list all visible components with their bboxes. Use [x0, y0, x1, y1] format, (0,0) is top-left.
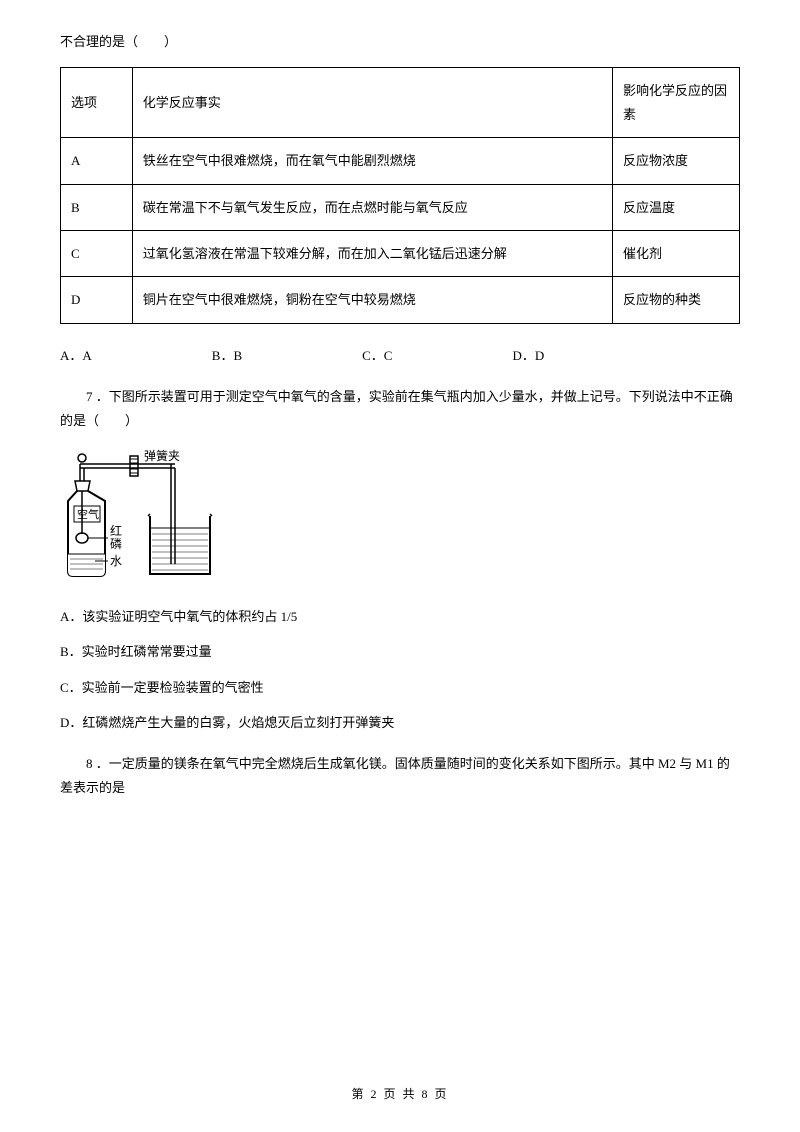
cell-a3: 反应物浓度	[613, 138, 740, 184]
table-row: D 铜片在空气中很难燃烧，铜粉在空气中较易燃烧 反应物的种类	[61, 277, 740, 323]
table-row: B 碳在常温下不与氧气发生反应，而在点燃时能与氧气反应 反应温度	[61, 184, 740, 230]
cell-d3: 反应物的种类	[613, 277, 740, 323]
cell-b3: 反应温度	[613, 184, 740, 230]
table-row: A 铁丝在空气中很难燃烧，而在氧气中能剧烈燃烧 反应物浓度	[61, 138, 740, 184]
q6-option-a: A．A	[60, 344, 92, 367]
cell-b1: B	[61, 184, 133, 230]
cell-d2: 铜片在空气中很难燃烧，铜粉在空气中较易燃烧	[132, 277, 612, 323]
cell-d1: D	[61, 277, 133, 323]
label-red: 红	[110, 523, 122, 538]
q8-text: 8 ．一定质量的镁条在氧气中完全燃烧后生成氧化镁。固体质量随时间的变化关系如下图…	[60, 752, 740, 799]
cell-c1: C	[61, 230, 133, 276]
header-col1: 选项	[61, 68, 133, 138]
cell-a2: 铁丝在空气中很难燃烧，而在氧气中能剧烈燃烧	[132, 138, 612, 184]
label-clip: 弹簧夹	[144, 448, 180, 463]
q7-text: 7 ．下图所示装置可用于测定空气中氧气的含量，实验前在集气瓶内加入少量水，并做上…	[60, 385, 740, 432]
q7-option-d: D．红磷燃烧产生大量的白雾，火焰熄灭后立刻打开弹簧夹	[60, 711, 740, 734]
cell-a1: A	[61, 138, 133, 184]
label-air: 空气	[77, 507, 99, 521]
q7-option-a: A．该实验证明空气中氧气的体积约占 1/5	[60, 605, 740, 628]
table-header-row: 选项 化学反应事实 影响化学反应的因素	[61, 68, 740, 138]
label-water: 水	[110, 554, 122, 568]
header-col3: 影响化学反应的因素	[613, 68, 740, 138]
cell-b2: 碳在常温下不与氧气发生反应，而在点燃时能与氧气反应	[132, 184, 612, 230]
cell-c3: 催化剂	[613, 230, 740, 276]
table-row: C 过氧化氢溶液在常温下较难分解，而在加入二氧化锰后迅速分解 催化剂	[61, 230, 740, 276]
cell-c2: 过氧化氢溶液在常温下较难分解，而在加入二氧化锰后迅速分解	[132, 230, 612, 276]
q7-option-c: C．实验前一定要检验装置的气密性	[60, 676, 740, 699]
intro-text: 不合理的是（ ）	[60, 30, 740, 53]
header-col2: 化学反应事实	[132, 68, 612, 138]
factors-table: 选项 化学反应事实 影响化学反应的因素 A 铁丝在空气中很难燃烧，而在氧气中能剧…	[60, 67, 740, 323]
q6-option-d: D．D	[512, 344, 544, 367]
label-phosphorus: 磷	[110, 536, 122, 551]
q6-option-b: B．B	[212, 344, 242, 367]
q7-diagram: 弹簧夹 空气	[60, 446, 740, 591]
q7-option-b: B．实验时红磷常常要过量	[60, 640, 740, 663]
q6-option-c: C．C	[362, 344, 392, 367]
page-footer: 第 2 页 共 8 页	[0, 1085, 800, 1102]
q6-options: A．A B．B C．C D．D	[60, 344, 740, 367]
